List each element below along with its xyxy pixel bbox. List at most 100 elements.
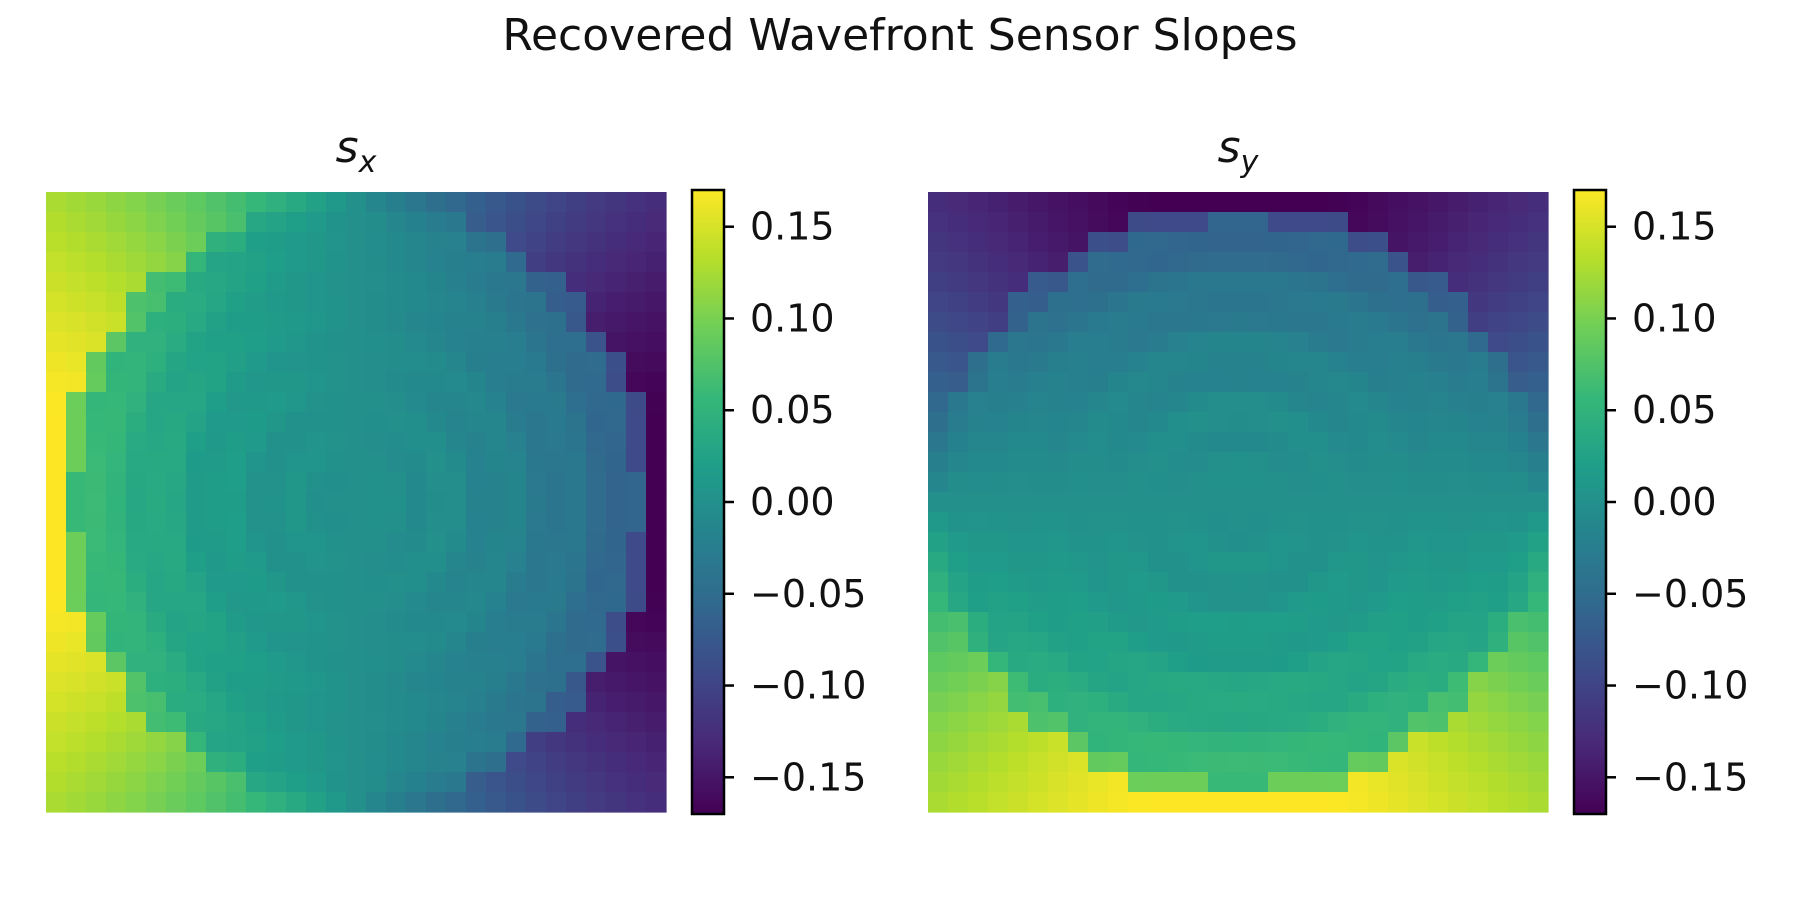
heatmap-cell — [466, 252, 487, 273]
heatmap-cell — [126, 712, 147, 733]
heatmap-cell — [1508, 732, 1529, 753]
heatmap-cell — [1468, 492, 1489, 513]
heatmap-cell — [506, 612, 527, 633]
heatmap-cell — [1448, 352, 1469, 373]
heatmap-cell — [206, 392, 227, 413]
colorbar-tick-label: 0.05 — [750, 388, 835, 432]
heatmap-cell — [1488, 492, 1509, 513]
heatmap-cell — [1008, 272, 1029, 293]
heatmap-cell — [1268, 252, 1289, 273]
heatmap-cell — [386, 632, 407, 653]
heatmap-cell — [66, 452, 87, 473]
heatmap-cell — [1488, 432, 1509, 453]
heatmap-cell — [1448, 432, 1469, 453]
heatmap-cell — [226, 772, 247, 793]
heatmap-cell — [1048, 792, 1069, 813]
heatmap-cell — [1028, 592, 1049, 613]
heatmap-cell — [206, 192, 227, 213]
heatmap-cell — [1128, 592, 1149, 613]
heatmap-cell — [1008, 412, 1029, 433]
heatmap-cell — [928, 432, 949, 453]
heatmap-cell — [86, 612, 107, 633]
heatmap-cell — [1288, 532, 1309, 553]
heatmap-cell — [1268, 792, 1289, 813]
heatmap-cell — [1388, 292, 1409, 313]
heatmap-cell — [586, 732, 607, 753]
heatmap-cell — [1328, 332, 1349, 353]
heatmap-cell — [146, 392, 167, 413]
heatmap-cell — [426, 532, 447, 553]
heatmap-cell — [46, 332, 67, 353]
heatmap-cell — [988, 532, 1009, 553]
heatmap-cell — [1128, 572, 1149, 593]
heatmap-cell — [206, 492, 227, 513]
heatmap-sy — [928, 192, 1549, 813]
heatmap-cell — [928, 312, 949, 333]
heatmap-cell — [1048, 672, 1069, 693]
heatmap-cell — [286, 432, 307, 453]
heatmap-cell — [106, 272, 127, 293]
heatmap-cell — [1268, 232, 1289, 253]
heatmap-cell — [1168, 272, 1189, 293]
heatmap-cell — [1508, 352, 1529, 373]
heatmap-cell — [606, 312, 627, 333]
heatmap-cell — [46, 472, 67, 493]
heatmap-cell — [326, 472, 347, 493]
heatmap-cell — [66, 632, 87, 653]
heatmap-cell — [386, 292, 407, 313]
heatmap-cell — [1168, 512, 1189, 533]
heatmap-cell — [1348, 632, 1369, 653]
heatmap-cell — [466, 632, 487, 653]
heatmap-cell — [246, 432, 267, 453]
heatmap-cell — [1368, 352, 1389, 373]
heatmap-cell — [446, 752, 467, 773]
heatmap-cell — [948, 712, 969, 733]
heatmap-cell — [1048, 512, 1069, 533]
heatmap-cell — [146, 572, 167, 593]
heatmap-cell — [186, 652, 207, 673]
heatmap-cell — [306, 232, 327, 253]
heatmap-cell — [366, 652, 387, 673]
heatmap-cell — [1028, 492, 1049, 513]
heatmap-cell — [426, 692, 447, 713]
heatmap-cell — [326, 212, 347, 233]
heatmap-cell — [386, 412, 407, 433]
heatmap-cell — [1008, 212, 1029, 233]
heatmap-cell — [1428, 392, 1449, 413]
heatmap-cell — [1048, 252, 1069, 273]
heatmap-cell — [1268, 572, 1289, 593]
heatmap-cell — [928, 272, 949, 293]
heatmap-cell — [586, 652, 607, 673]
heatmap-cell — [626, 412, 647, 433]
heatmap-cell — [646, 252, 667, 273]
heatmap-cell — [968, 312, 989, 333]
heatmap-cell — [546, 432, 567, 453]
heatmap-cell — [306, 752, 327, 773]
heatmap-cell — [928, 412, 949, 433]
heatmap-cell — [326, 372, 347, 393]
heatmap-cell — [1008, 432, 1029, 453]
heatmap-cell — [406, 452, 427, 473]
heatmap-cell — [1308, 792, 1329, 813]
heatmap-cell — [928, 392, 949, 413]
heatmap-cell — [386, 372, 407, 393]
heatmap-cell — [1148, 492, 1169, 513]
heatmap-cell — [1528, 612, 1549, 633]
heatmap-cell — [166, 212, 187, 233]
heatmap-cell — [988, 232, 1009, 253]
heatmap-cell — [1448, 612, 1469, 633]
heatmap-cell — [346, 352, 367, 373]
heatmap-cell — [1148, 692, 1169, 713]
heatmap-cell — [586, 632, 607, 653]
heatmap-cell — [1228, 632, 1249, 653]
heatmap-cell — [1008, 312, 1029, 333]
heatmap-cell — [326, 312, 347, 333]
heatmap-cell — [106, 232, 127, 253]
heatmap-cell — [66, 592, 87, 613]
heatmap-cell — [1528, 232, 1549, 253]
heatmap-cell — [1388, 192, 1409, 213]
heatmap-cell — [1108, 752, 1129, 773]
heatmap-cell — [406, 232, 427, 253]
heatmap-cell — [626, 752, 647, 773]
heatmap-cell — [126, 652, 147, 673]
